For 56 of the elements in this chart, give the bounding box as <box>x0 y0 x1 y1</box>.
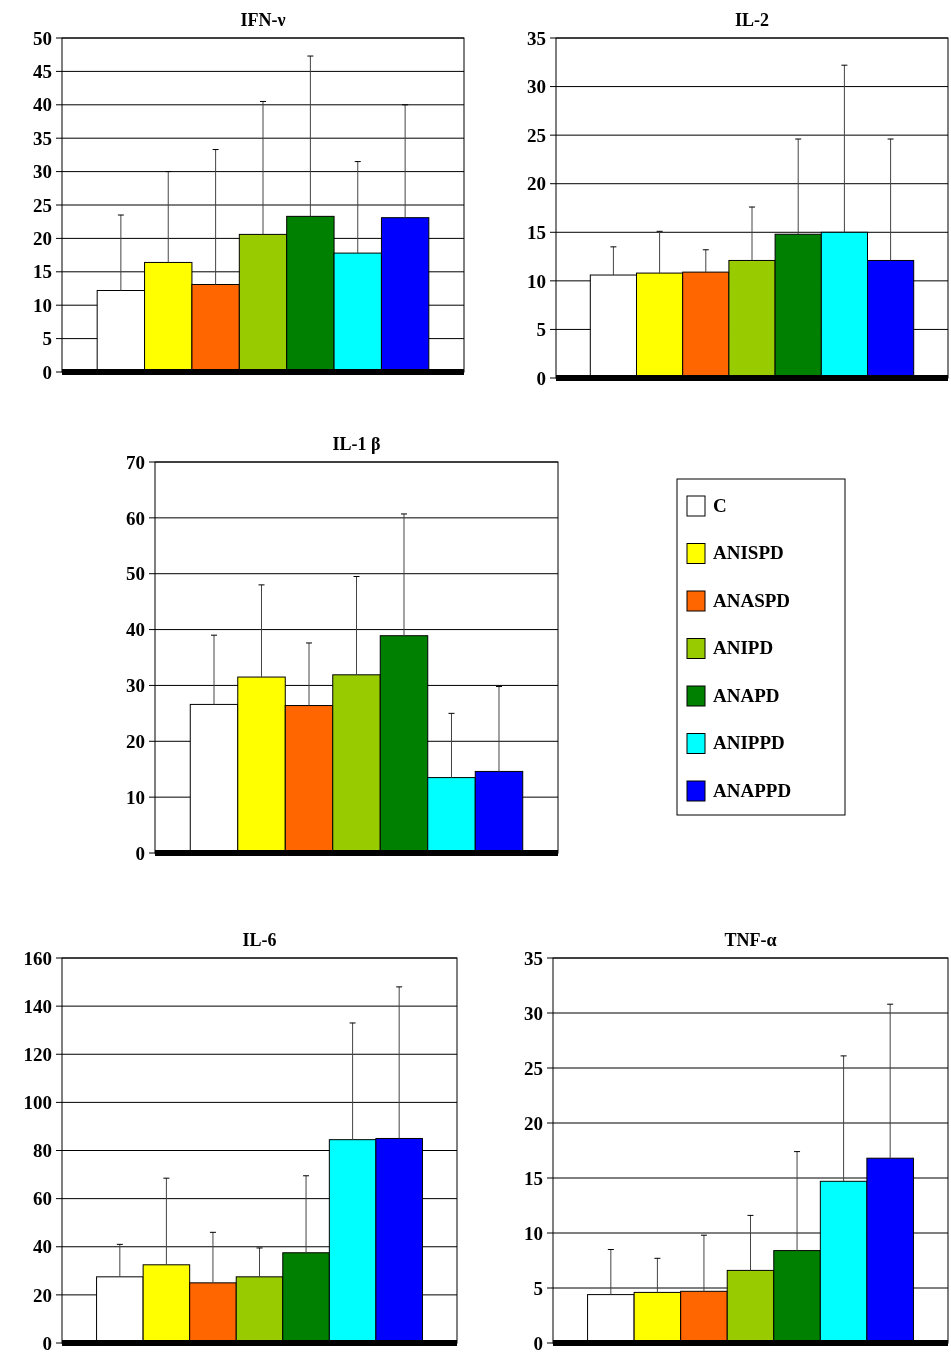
y-tick-label: 120 <box>23 1043 52 1065</box>
y-tick-label: 0 <box>42 361 52 383</box>
y-tick-label: 40 <box>33 1236 52 1258</box>
y-tick-label: 50 <box>33 27 52 49</box>
y-tick-label: 20 <box>524 1112 543 1134</box>
y-tick-label: 35 <box>33 127 52 149</box>
chart-title: IL-1 β <box>332 434 381 454</box>
y-tick-label: 0 <box>536 367 546 389</box>
y-tick-label: 0 <box>135 842 145 864</box>
y-tick-label: 40 <box>126 619 145 641</box>
y-tick-label: 35 <box>524 947 543 969</box>
y-tick-label: 50 <box>126 563 145 585</box>
y-tick-label: 10 <box>126 786 145 808</box>
y-tick-label: 140 <box>23 995 52 1017</box>
legend-label: ANAPPD <box>713 779 792 801</box>
y-tick-label: 60 <box>126 507 145 529</box>
y-tick-label: 20 <box>527 173 546 195</box>
y-tick-label: 20 <box>33 1284 52 1306</box>
legend-label: ANASPD <box>713 589 791 611</box>
y-tick-label: 20 <box>33 228 52 250</box>
chart-title: IL-2 <box>734 10 770 30</box>
y-tick-label: 20 <box>126 730 145 752</box>
chart-title: TNF-α <box>724 930 777 950</box>
y-tick-label: 10 <box>33 294 52 316</box>
y-tick-label: 15 <box>527 221 546 243</box>
legend-label: ANISPD <box>713 542 784 564</box>
y-tick-label: 25 <box>527 124 546 146</box>
chart-title: IFN-ν <box>240 10 286 30</box>
y-tick-label: 45 <box>33 61 52 83</box>
legend-label: ANIPD <box>713 637 774 659</box>
legend-label: C <box>713 494 727 516</box>
y-tick-label: 30 <box>126 675 145 697</box>
y-tick-label: 10 <box>524 1222 543 1244</box>
y-tick-label: 5 <box>42 328 52 350</box>
y-tick-label: 60 <box>33 1188 52 1210</box>
y-tick-label: 5 <box>533 1277 543 1299</box>
y-tick-label: 15 <box>33 261 52 283</box>
y-tick-label: 80 <box>33 1140 52 1162</box>
y-tick-label: 5 <box>536 319 546 341</box>
y-tick-label: 25 <box>524 1057 543 1079</box>
y-tick-label: 0 <box>533 1332 543 1353</box>
y-tick-label: 40 <box>33 94 52 116</box>
y-tick-label: 30 <box>527 76 546 98</box>
y-tick-label: 35 <box>527 27 546 49</box>
y-tick-label: 15 <box>524 1167 543 1189</box>
y-tick-label: 30 <box>524 1002 543 1024</box>
legend-label: ANIPPD <box>713 732 785 754</box>
y-tick-label: 0 <box>42 1332 52 1353</box>
y-tick-label: 25 <box>33 194 52 216</box>
y-tick-label: 30 <box>33 161 52 183</box>
y-tick-label: 10 <box>527 270 546 292</box>
y-tick-label: 100 <box>23 1092 52 1114</box>
legend-label: ANAPD <box>713 684 780 706</box>
y-tick-label: 70 <box>126 451 145 473</box>
chart-title: IL-6 <box>242 930 277 950</box>
y-tick-label: 160 <box>23 947 52 969</box>
